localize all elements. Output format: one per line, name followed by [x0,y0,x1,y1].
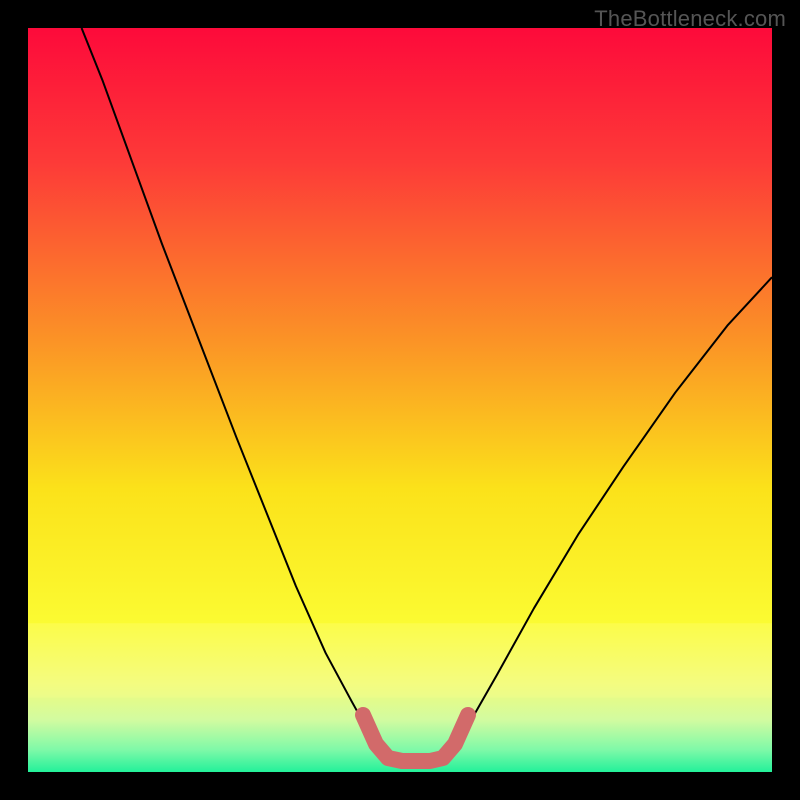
chart-frame: TheBottleneck.com [0,0,800,800]
watermark-text: TheBottleneck.com [594,6,786,32]
chart-highlight-band [28,623,772,697]
chart-svg [0,0,800,800]
